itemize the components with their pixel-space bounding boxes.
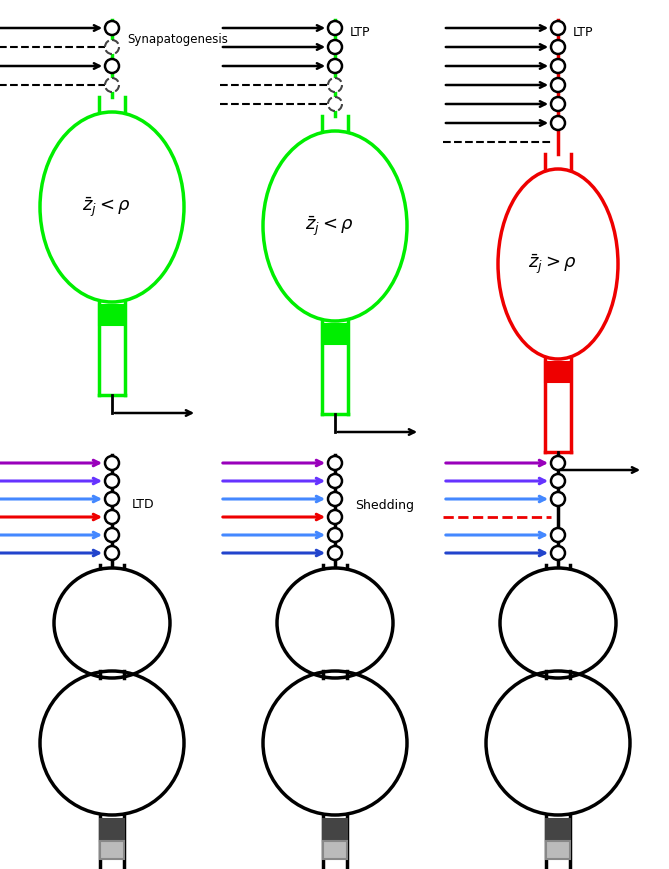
Circle shape [328,492,342,506]
Bar [323,819,347,841]
Circle shape [551,116,565,130]
Circle shape [105,546,119,560]
Circle shape [328,546,342,560]
Text: $\bar{z}_j < \rho$: $\bar{z}_j < \rho$ [306,214,355,238]
Circle shape [551,59,565,73]
Bar [545,362,571,382]
Text: LTP: LTP [573,26,593,39]
Circle shape [328,528,342,542]
Circle shape [551,21,565,35]
Circle shape [105,59,119,73]
Text: Shedding: Shedding [355,499,414,512]
Circle shape [105,456,119,470]
Circle shape [551,97,565,111]
Circle shape [328,474,342,488]
Circle shape [105,78,119,92]
Circle shape [551,474,565,488]
Circle shape [328,456,342,470]
Circle shape [105,492,119,506]
Text: $\bar{z}_j > \rho$: $\bar{z}_j > \rho$ [529,252,577,276]
Text: LTD: LTD [132,499,155,512]
Circle shape [328,40,342,54]
Circle shape [105,474,119,488]
Circle shape [551,528,565,542]
Circle shape [105,40,119,54]
Circle shape [105,528,119,542]
Circle shape [551,456,565,470]
Circle shape [328,59,342,73]
Circle shape [105,21,119,35]
Bar [546,841,570,859]
Circle shape [328,21,342,35]
Circle shape [551,492,565,506]
Circle shape [328,78,342,92]
Bar [323,841,347,859]
Text: $\bar{z}_j < \rho$: $\bar{z}_j < \rho$ [82,196,132,219]
Bar [100,841,124,859]
Circle shape [328,510,342,524]
Circle shape [105,510,119,524]
Text: Synapatogenesis: Synapatogenesis [127,34,228,47]
Bar [100,819,124,841]
Bar [322,324,348,344]
Circle shape [551,40,565,54]
Circle shape [551,78,565,92]
Bar [546,819,570,841]
Bar [99,305,125,325]
Circle shape [328,97,342,111]
Circle shape [551,546,565,560]
Text: LTP: LTP [350,26,371,39]
